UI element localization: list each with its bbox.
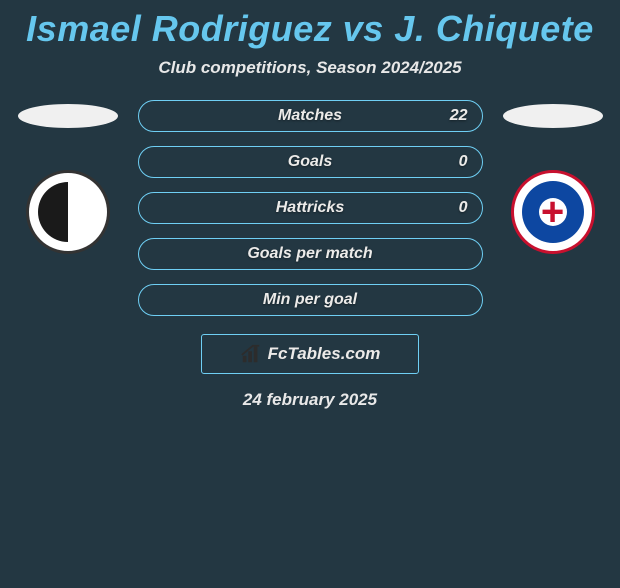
stat-label: Matches [278,107,342,125]
stat-label: Goals per match [247,245,372,263]
cruz-azul-badge-icon [511,170,595,254]
player-right-photo-placeholder [503,104,603,128]
queretaro-badge-icon [26,170,110,254]
stat-row: Matches 22 [138,100,483,132]
stat-right-value: 0 [459,153,468,171]
stat-row: Min per goal [138,284,483,316]
player-left-photo-placeholder [18,104,118,128]
stat-label: Hattricks [276,199,344,217]
stat-row: Hattricks 0 [138,192,483,224]
branding-box: FcTables.com [201,334,419,374]
stat-row: Goals 0 [138,146,483,178]
branding-text: FcTables.com [268,344,381,364]
footer-date: 24 february 2025 [0,390,620,410]
stat-right-value: 0 [459,199,468,217]
stat-row: Goals per match [138,238,483,270]
player-right-column [503,100,603,254]
stat-label: Min per goal [263,291,357,309]
page-subtitle: Club competitions, Season 2024/2025 [0,58,620,78]
stats-list: Matches 22 Goals 0 Hattricks 0 Goals per… [138,100,483,316]
page-title: Ismael Rodriguez vs J. Chiquete [0,8,620,50]
stat-right-value: 22 [450,107,468,125]
player-left-column [18,100,118,254]
bar-chart-icon [240,343,262,365]
comparison-container: Matches 22 Goals 0 Hattricks 0 Goals per… [0,100,620,316]
stat-label: Goals [288,153,332,171]
